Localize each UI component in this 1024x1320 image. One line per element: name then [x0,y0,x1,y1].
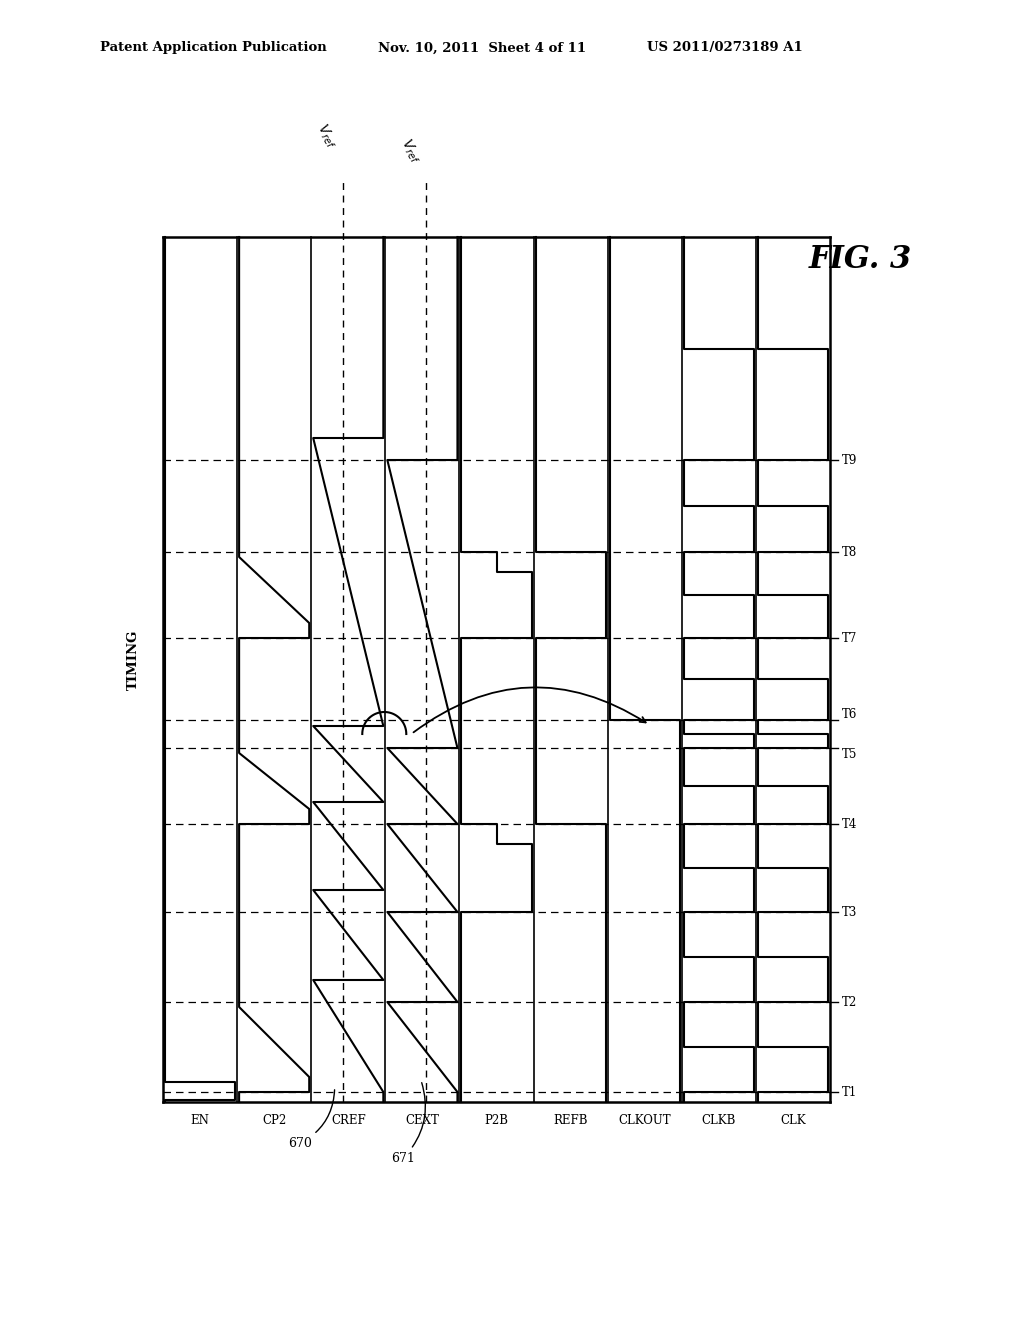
Text: Nov. 10, 2011  Sheet 4 of 11: Nov. 10, 2011 Sheet 4 of 11 [378,41,586,54]
Text: REFB: REFB [553,1114,588,1127]
Text: T8: T8 [842,545,857,558]
Text: P2B: P2B [484,1114,509,1127]
Text: T9: T9 [842,454,857,466]
Text: T5: T5 [842,747,857,760]
Text: CLKOUT: CLKOUT [618,1114,671,1127]
Text: T3: T3 [842,906,857,919]
Text: T1: T1 [842,1085,857,1098]
Text: $V_{ref}$: $V_{ref}$ [396,136,424,168]
Text: T2: T2 [842,995,857,1008]
Text: 671: 671 [391,1082,425,1166]
Text: CP2: CP2 [262,1114,287,1127]
Text: CREF: CREF [331,1114,366,1127]
Text: CEXT: CEXT [406,1114,439,1127]
Text: EN: EN [190,1114,210,1127]
Text: Patent Application Publication: Patent Application Publication [100,41,327,54]
Text: T6: T6 [842,708,857,721]
Text: CLKB: CLKB [701,1114,736,1127]
Text: CLK: CLK [780,1114,806,1127]
Text: $V_{ref}$: $V_{ref}$ [313,121,341,152]
Text: 670: 670 [288,1090,335,1150]
Text: T7: T7 [842,631,857,644]
Text: FIG. 3: FIG. 3 [808,244,911,276]
Text: TIMING: TIMING [127,630,139,690]
Text: T4: T4 [842,817,857,830]
Text: US 2011/0273189 A1: US 2011/0273189 A1 [647,41,803,54]
